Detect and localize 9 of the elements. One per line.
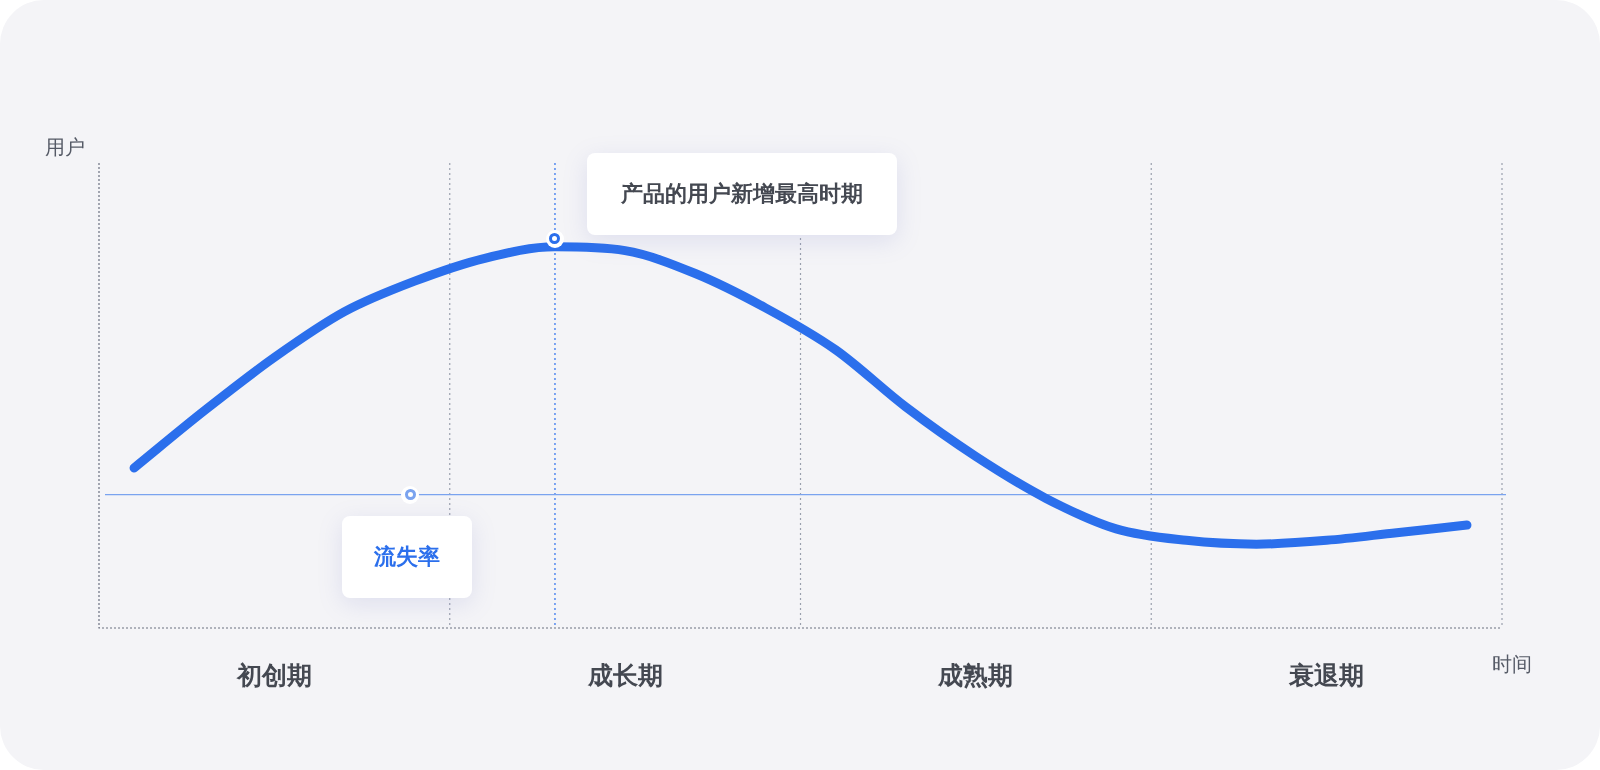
x-tick-label: 衰退期 — [1288, 660, 1365, 690]
x-axis-title: 时间 — [1492, 652, 1532, 677]
callout-box: 产品的用户新增最高时期 — [586, 153, 897, 235]
x-tick-label: 成熟期 — [937, 660, 1014, 690]
callout-box: 流失率 — [342, 515, 473, 598]
x-tick-label: 成长期 — [586, 660, 663, 690]
y-axis-title: 用户 — [45, 135, 85, 160]
ref-line-label: 流失率 — [374, 542, 441, 571]
x-tick-label: 初创期 — [235, 660, 312, 690]
